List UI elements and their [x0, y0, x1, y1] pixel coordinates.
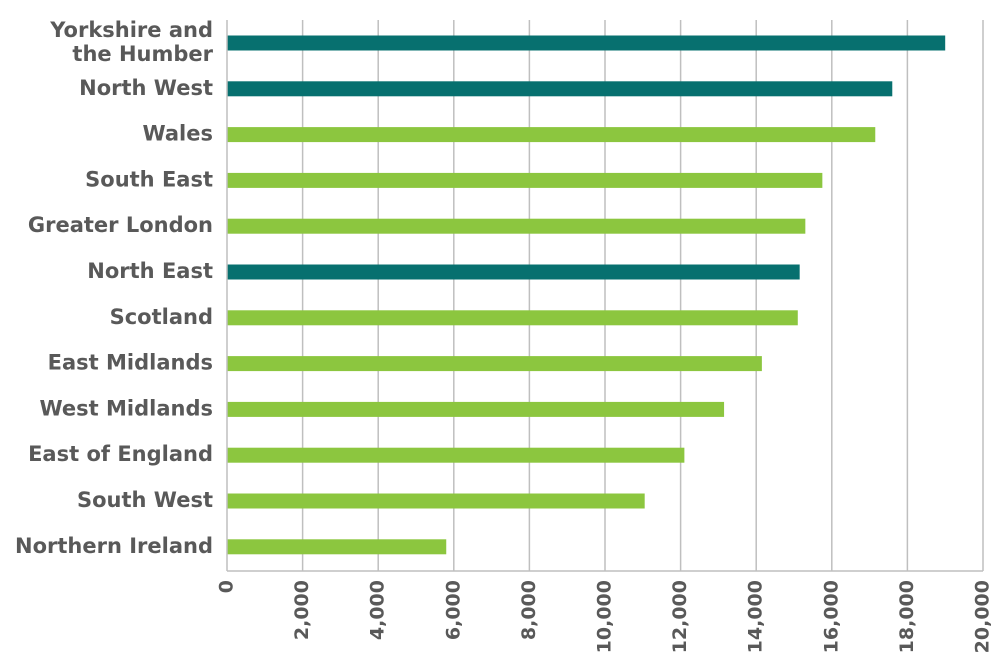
x-tick-label: 8,000	[518, 580, 540, 640]
bar	[227, 310, 798, 326]
x-tick-label: 10,000	[594, 580, 616, 653]
x-tick-label: 18,000	[896, 580, 918, 653]
x-tick-label: 16,000	[820, 580, 842, 653]
category-label: West Midlands	[40, 396, 214, 420]
bar	[227, 493, 645, 509]
x-tick-label: 6,000	[442, 580, 464, 640]
bar	[227, 35, 946, 51]
bar	[227, 539, 447, 555]
x-tick-label: 20,000	[972, 580, 994, 653]
bar	[227, 218, 806, 234]
bars	[227, 35, 946, 555]
bar	[227, 264, 800, 280]
x-tick-label: 2,000	[291, 580, 313, 640]
category-label: North East	[87, 259, 213, 283]
bar	[227, 127, 876, 143]
gridlines	[301, 20, 984, 571]
category-label: Yorkshire and	[49, 18, 213, 42]
bar	[227, 447, 685, 463]
x-tick-label: 14,000	[745, 580, 767, 653]
x-tick-label: 4,000	[367, 580, 389, 640]
bar	[227, 401, 725, 417]
category-label: Northern Ireland	[15, 534, 213, 558]
category-label: North West	[79, 76, 213, 100]
category-label: South West	[77, 488, 213, 512]
x-tick-labels: 0 2,000 4,000 6,000 8,000 10,000 12,000 14,000 1…	[216, 580, 994, 653]
category-label: Scotland	[110, 305, 213, 329]
category-label: East Midlands	[48, 351, 213, 375]
bar	[227, 356, 762, 372]
category-label: Wales	[142, 122, 213, 146]
category-label: the Humber	[72, 42, 213, 66]
x-tick-label: 12,000	[669, 580, 691, 653]
x-tick-label: 0	[216, 580, 238, 593]
category-label: South East	[85, 167, 213, 191]
category-label: East of England	[28, 442, 213, 466]
bar	[227, 81, 893, 97]
bar	[227, 172, 823, 188]
category-label: Greater London	[28, 213, 213, 237]
axes	[226, 20, 983, 572]
